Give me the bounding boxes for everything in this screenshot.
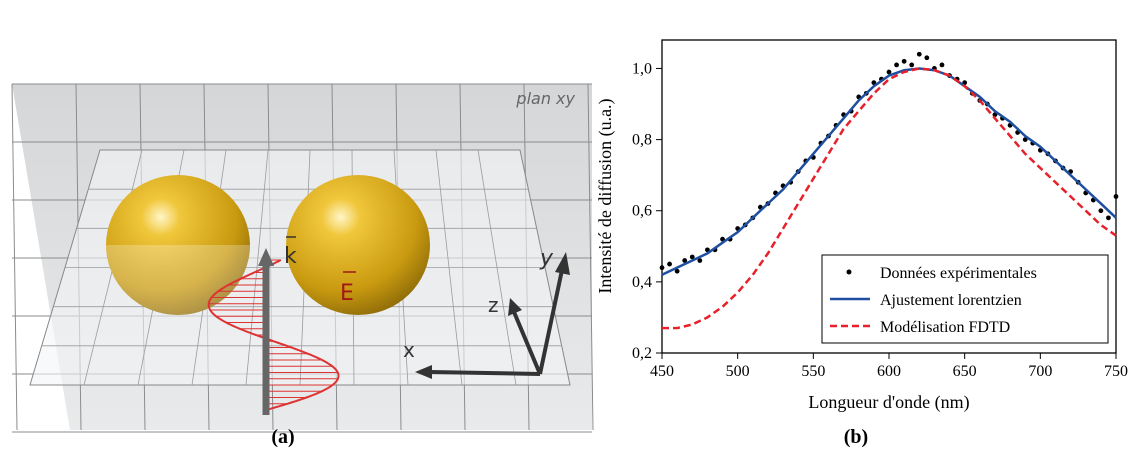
plane-label: plan xy [515,89,575,108]
data-point [909,62,914,67]
legend-label: Données expérimentales [880,265,1037,282]
plot-area [660,52,1119,328]
legend-label: Ajustement lorentzien [880,292,1022,309]
data-point [697,258,702,263]
data-point [940,62,945,67]
grid-line [477,149,517,386]
y-tick-label: 0,2 [632,345,652,362]
data-point [887,70,892,75]
x-tick-label: 700 [1028,363,1052,380]
chart: Longueur d'onde (nm) Intensité de diffus… [595,39,1128,413]
data-point [1023,137,1028,142]
grid-line [245,149,269,386]
x-tick-label: 600 [877,363,901,380]
x-tick-label: 750 [1104,363,1128,380]
data-point [1106,215,1111,220]
data-point [667,262,672,267]
z-axis-label: z [488,293,499,317]
data-point [660,265,665,270]
y-tick-label: 0,8 [632,132,652,149]
sphere [286,175,430,315]
x-tick-label: 450 [650,363,674,380]
e-field-vectors [208,259,338,405]
y-axis-title: Intensité de diffusion (u.a.) [595,98,616,293]
e-label: E [340,281,354,306]
k-arrow-head [258,248,274,266]
series-line [662,69,1116,329]
caption: (b) [844,426,868,448]
grid-line [11,83,18,431]
x-tick-label: 500 [726,363,750,380]
data-point [1114,194,1119,199]
data-point [690,255,695,260]
axes-triad [415,252,570,379]
data-point [924,55,929,60]
y-tick-label: 0,4 [632,274,652,291]
x-axis-title: Longueur d'onde (nm) [808,392,969,413]
x-tick-label: 550 [801,363,825,380]
data-point [1098,208,1103,213]
x-axis-label: x [403,338,415,362]
data-point [682,258,687,263]
data-point [894,62,899,67]
sphere [106,175,250,315]
diagram: k E plan xy x y z [11,83,594,433]
caption: (a) [271,426,294,448]
k-label: k [284,244,297,269]
x-tick-label: 650 [953,363,977,380]
data-point [917,52,922,57]
series-line [662,69,1116,275]
y-axis-label: y [539,246,554,271]
legend-marker [846,269,852,275]
data-point [902,59,907,64]
y-tick-label: 1,0 [632,60,652,77]
data-point [675,269,680,274]
grid-line [435,149,463,386]
y-tick-label: 0,6 [632,203,652,220]
legend-label: Modélisation FDTD [880,319,1010,336]
